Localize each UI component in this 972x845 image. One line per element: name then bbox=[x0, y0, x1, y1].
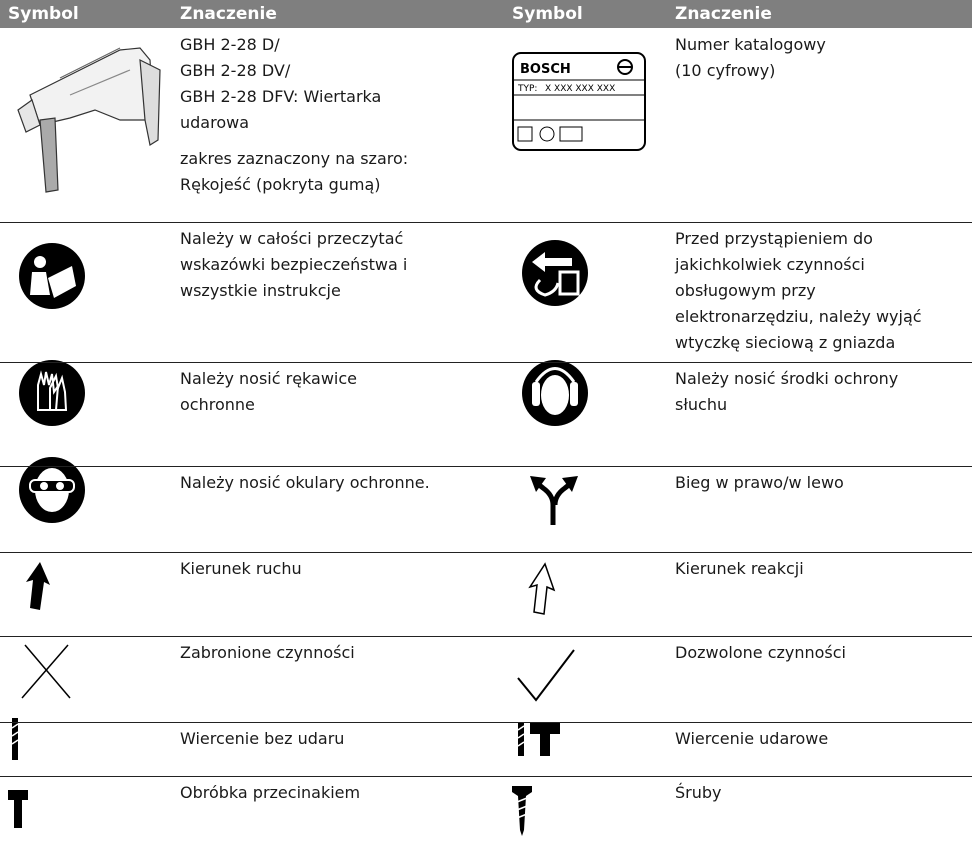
meaning-cell: Należy w całości przeczytać wskazówki bez… bbox=[180, 226, 407, 304]
row-separator bbox=[0, 776, 972, 777]
text-line: obsługowym przy bbox=[675, 281, 816, 300]
header-cell: Symbol bbox=[8, 4, 79, 24]
meaning-cell: Bieg w prawo/w lewo bbox=[675, 470, 844, 496]
text-line: Numer katalogowy bbox=[675, 35, 826, 54]
paragraph: Kierunek ruchu bbox=[180, 556, 302, 582]
text-line: GBH 2-28 D/ bbox=[180, 35, 280, 54]
text-line: Wiercenie udarowe bbox=[675, 729, 829, 748]
read-manual-icon bbox=[19, 243, 85, 309]
meaning-cell: Śruby bbox=[675, 780, 722, 806]
meaning-cell: Numer katalogowy (10 cyfrowy) bbox=[675, 32, 826, 84]
paragraph: Należy nosić rękawice ochronne bbox=[180, 366, 357, 418]
paragraph: Wiercenie udarowe bbox=[675, 726, 828, 752]
text-line: Należy nosić okulary ochronne. bbox=[180, 473, 430, 492]
text-line: ochronne bbox=[180, 395, 255, 414]
header-cell: Znaczenie bbox=[180, 4, 277, 24]
ear-protection-icon bbox=[522, 360, 588, 426]
chisel-icon bbox=[8, 790, 28, 828]
text-line: Śruby bbox=[675, 783, 722, 802]
text-line: Rękojeść (pokryta gumą) bbox=[180, 175, 381, 194]
text-line: Kierunek reakcji bbox=[675, 559, 804, 578]
meaning-cell: Kierunek reakcji bbox=[675, 556, 804, 582]
row-separator bbox=[0, 222, 972, 223]
meaning-cell: Należy nosić okulary ochronne. bbox=[180, 470, 430, 496]
text-line: Obróbka przecinakiem bbox=[180, 783, 361, 802]
meaning-cell: Należy nosić rękawice ochronne bbox=[180, 366, 357, 418]
text-line: jakichkolwiek czynności bbox=[675, 255, 865, 274]
text-line: Należy w całości przeczytać bbox=[180, 229, 404, 248]
meaning-cell: Kierunek ruchu bbox=[180, 556, 302, 582]
nameplate-number: X XXX XXX XXX bbox=[545, 84, 615, 94]
text-line: Należy nosić środki ochrony bbox=[675, 369, 899, 388]
forbidden-icon bbox=[21, 644, 71, 699]
allowed-icon bbox=[517, 649, 575, 702]
text-line: Zabronione czynności bbox=[180, 643, 355, 662]
row-separator bbox=[0, 722, 972, 723]
gloves-icon bbox=[19, 360, 85, 426]
text-line: wszystkie instrukcje bbox=[180, 281, 341, 300]
paragraph: GBH 2-28 D/GBH 2-28 DV/GBH 2-28 DFV: Wie… bbox=[180, 32, 408, 136]
text-line: zakres zaznaczony na szaro: bbox=[180, 149, 409, 168]
text-line: Dozwolone czynności bbox=[675, 643, 846, 662]
header-cell: Znaczenie bbox=[675, 4, 772, 24]
paragraph: Przed przystąpieniem do jakichkolwiek czy… bbox=[675, 226, 922, 356]
row-separator bbox=[0, 636, 972, 637]
meaning-cell: Należy nosić środki ochrony słuchu bbox=[675, 366, 898, 418]
rotation-icon bbox=[530, 476, 578, 525]
hammer-drill-icon bbox=[517, 722, 560, 756]
meaning-cell: Przed przystąpieniem do jakichkolwiek czy… bbox=[675, 226, 922, 356]
text-line: Należy nosić rękawice bbox=[180, 369, 357, 388]
paragraph: Należy nosić okulary ochronne. bbox=[180, 470, 430, 496]
motion-arrow-icon bbox=[26, 562, 50, 610]
paragraph: Obróbka przecinakiem bbox=[180, 780, 360, 806]
paragraph: Śruby bbox=[675, 780, 722, 806]
paragraph: Bieg w prawo/w lewo bbox=[675, 470, 844, 496]
paragraph: Numer katalogowy (10 cyfrowy) bbox=[675, 32, 826, 84]
meaning-cell: Obróbka przecinakiem bbox=[180, 780, 360, 806]
table-header: Symbol Znaczenie Symbol Znaczenie bbox=[0, 0, 972, 28]
text-line: GBH 2-28 DV/ bbox=[180, 61, 291, 80]
meaning-cell: Dozwolone czynności bbox=[675, 640, 846, 666]
paragraph: zakres zaznaczony na szaro: Rękojeść (pok… bbox=[180, 146, 408, 198]
screw-icon bbox=[512, 786, 532, 836]
row-separator bbox=[0, 362, 972, 363]
meaning-cell: Zabronione czynności bbox=[180, 640, 355, 666]
text-line: słuchu bbox=[675, 395, 728, 414]
paragraph: Należy w całości przeczytać wskazówki bez… bbox=[180, 226, 407, 304]
text-line: wtyczkę sieciową z gniazda bbox=[675, 333, 896, 352]
paragraph: Należy nosić środki ochrony słuchu bbox=[675, 366, 898, 418]
text-line: Wiercenie bez udaru bbox=[180, 729, 345, 748]
unplug-icon bbox=[522, 240, 588, 306]
text-line: GBH 2-28 DFV: Wiertarka bbox=[180, 87, 382, 106]
nameplate-icon: BOSCH TYP: X XXX XXX XXX bbox=[512, 52, 646, 151]
paragraph: Dozwolone czynności bbox=[675, 640, 846, 666]
drill-icon bbox=[17, 47, 161, 193]
goggles-icon bbox=[19, 457, 85, 523]
reaction-arrow-icon bbox=[528, 562, 556, 615]
row-separator bbox=[0, 466, 972, 467]
paragraph: Wiercenie bez udaru bbox=[180, 726, 344, 752]
text-line: (10 cyfrowy) bbox=[675, 61, 776, 80]
text-line: elektronarzędziu, należy wyjąć bbox=[675, 307, 922, 326]
meaning-cell: Wiercenie bez udaru bbox=[180, 726, 344, 752]
nameplate-type: TYP: bbox=[517, 84, 537, 94]
drill-bit-icon bbox=[11, 718, 19, 760]
paragraph: Kierunek reakcji bbox=[675, 556, 804, 582]
row-separator bbox=[0, 552, 972, 553]
text-line: Bieg w prawo/w lewo bbox=[675, 473, 844, 492]
text-line: Kierunek ruchu bbox=[180, 559, 302, 578]
text-line: Przed przystąpieniem do bbox=[675, 229, 873, 248]
text-line: udarowa bbox=[180, 113, 250, 132]
header-cell: Symbol bbox=[512, 4, 583, 24]
meaning-cell: Wiercenie udarowe bbox=[675, 726, 828, 752]
meaning-cell: GBH 2-28 D/GBH 2-28 DV/GBH 2-28 DFV: Wie… bbox=[180, 32, 408, 198]
nameplate-brand: BOSCH bbox=[520, 62, 571, 77]
paragraph: Zabronione czynności bbox=[180, 640, 355, 666]
text-line: wskazówki bezpieczeństwa i bbox=[180, 255, 408, 274]
